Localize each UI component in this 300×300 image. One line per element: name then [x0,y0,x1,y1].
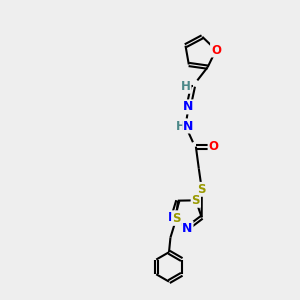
Text: S: S [172,212,181,225]
Text: O: O [208,140,218,153]
Text: N: N [183,119,194,133]
Text: S: S [192,194,200,207]
Text: H: H [181,80,190,93]
Text: S: S [197,183,206,196]
Text: N: N [182,222,193,235]
Text: N: N [167,212,178,224]
Text: H: H [176,119,186,133]
Text: N: N [183,100,194,113]
Text: O: O [211,44,221,56]
